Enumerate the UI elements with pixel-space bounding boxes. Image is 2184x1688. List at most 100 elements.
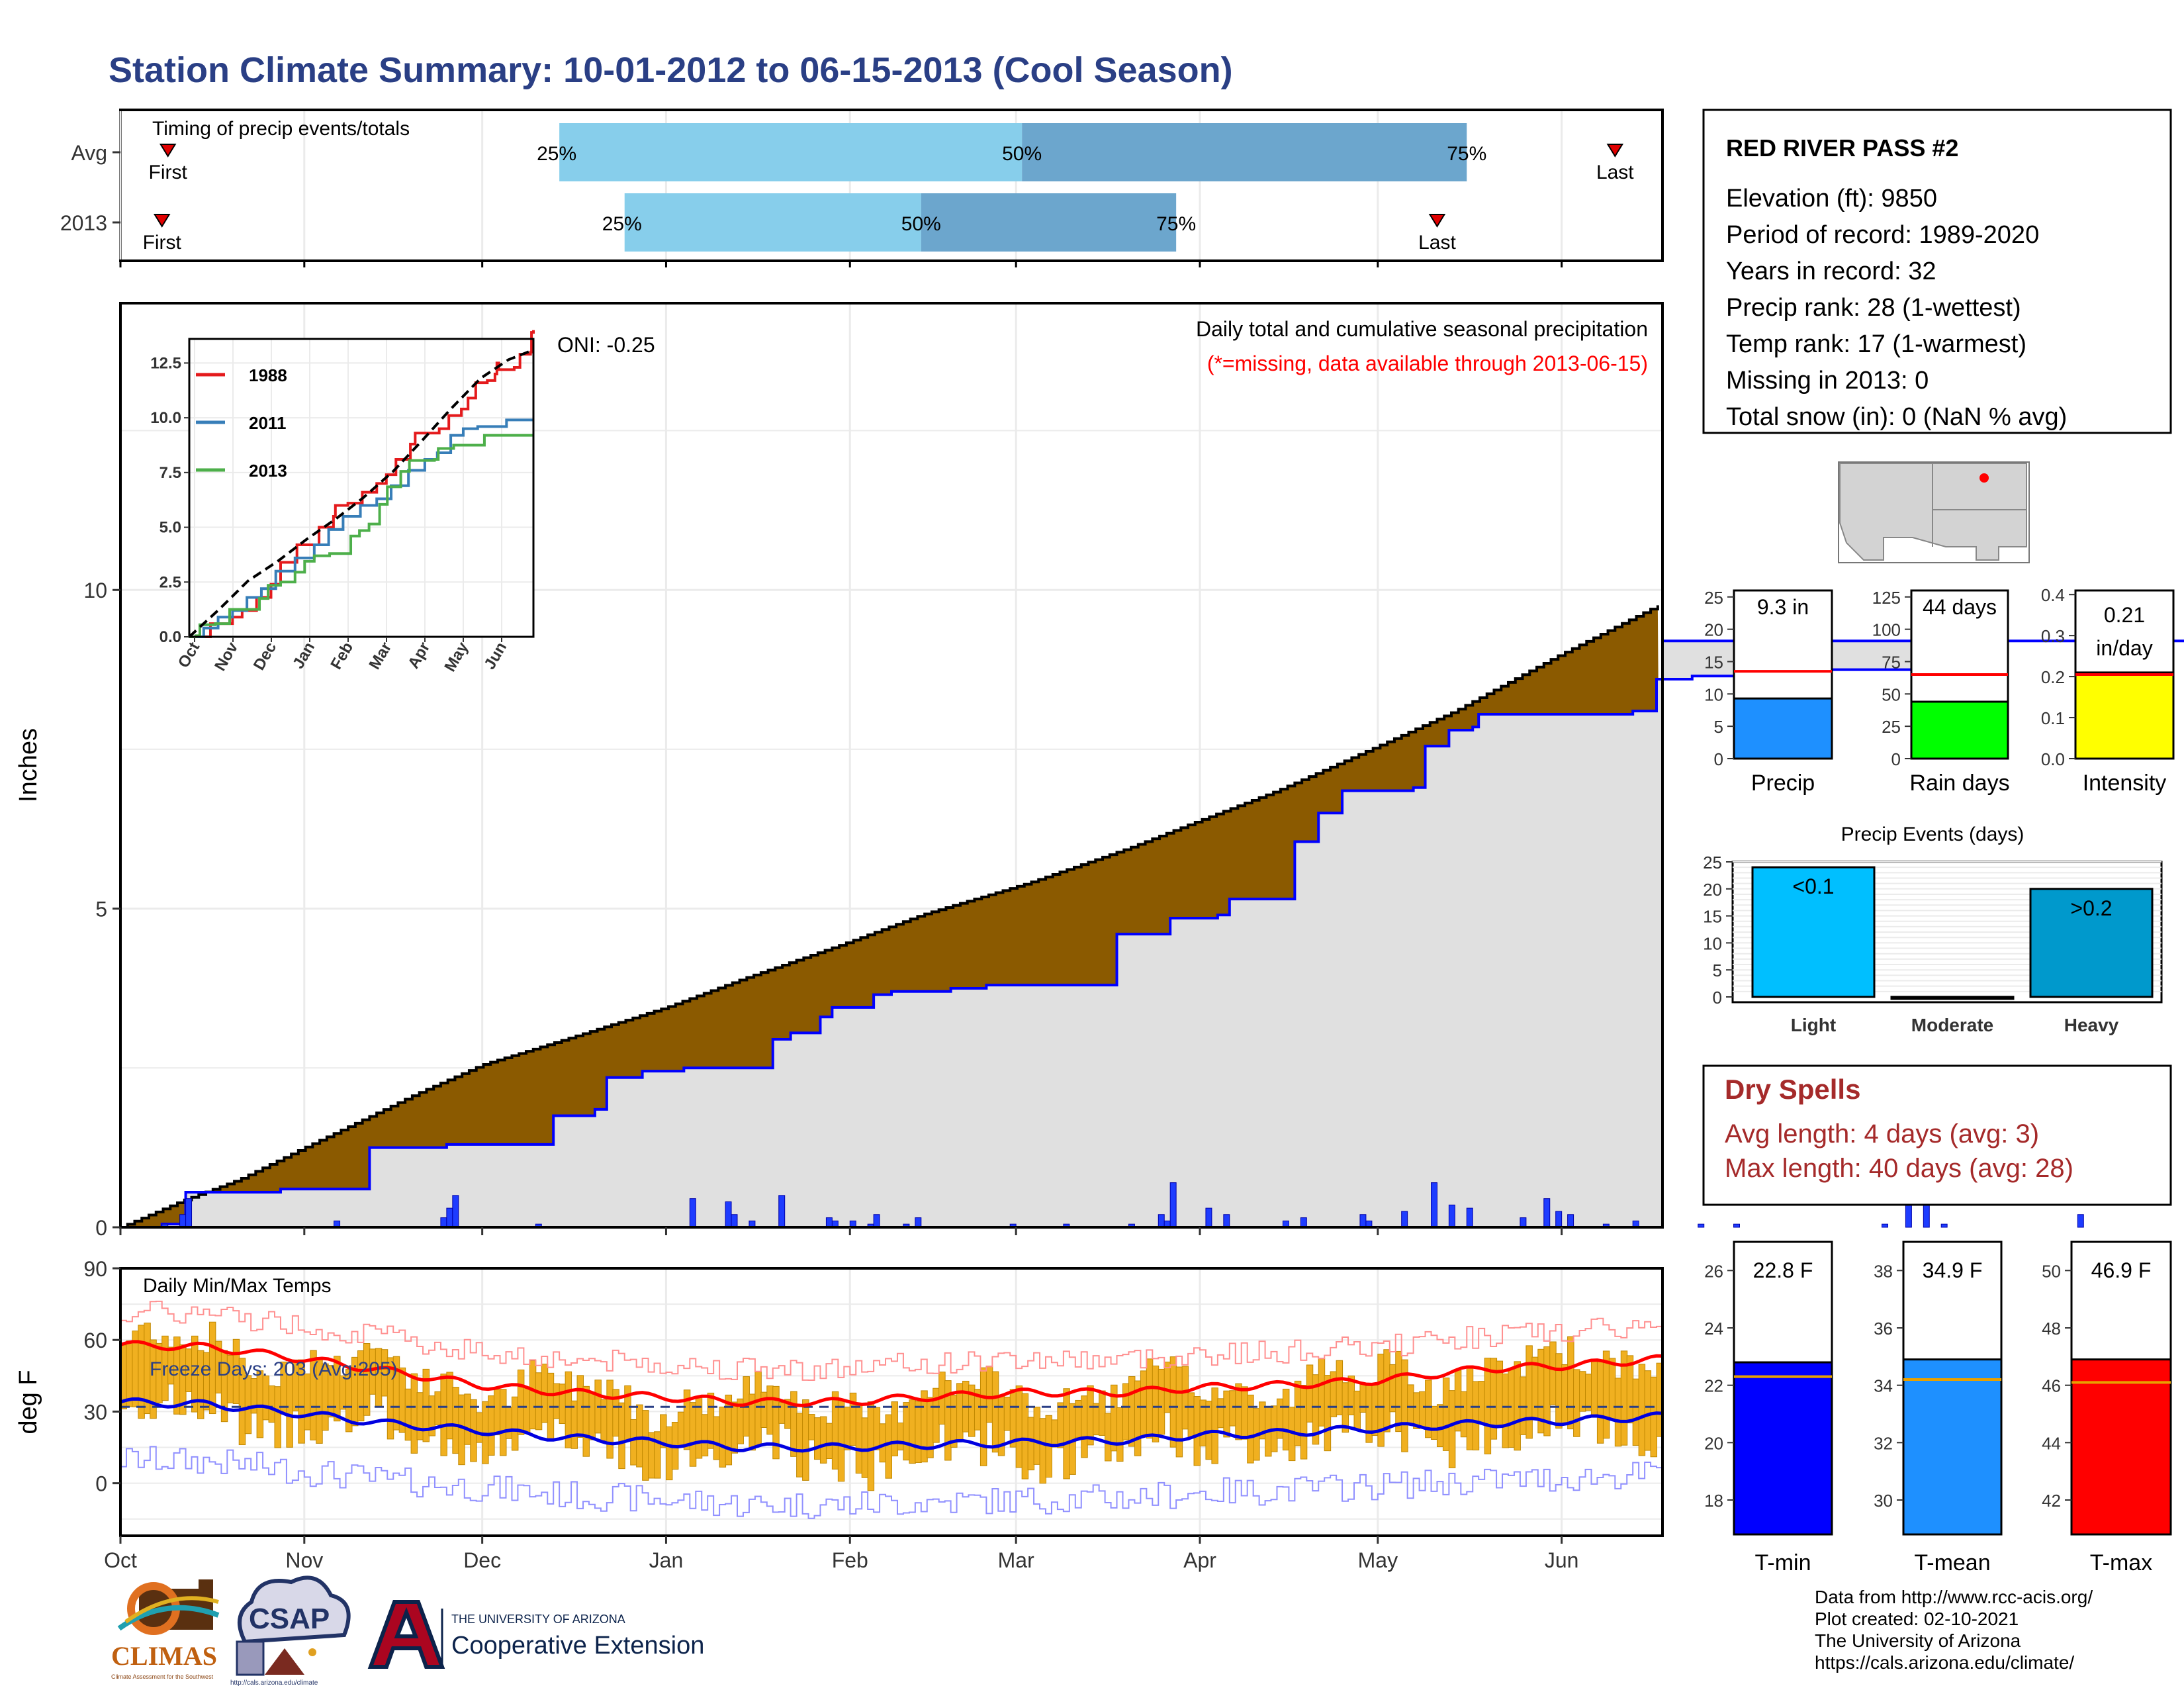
- missing-note: (*=missing, data available through 2013-…: [1207, 352, 1648, 375]
- timing-bar-50-75: [921, 193, 1177, 252]
- daily-temp-bar: [1644, 1370, 1652, 1451]
- daily-temp-bar: [416, 1392, 424, 1440]
- daily-temp-bar: [244, 1375, 252, 1434]
- summary-bar-ytick: 0.2: [2041, 667, 2065, 687]
- temp-bar-ytick: 30: [1874, 1491, 1893, 1511]
- events-ytick: 0: [1713, 988, 1722, 1008]
- daily-temp-bar: [126, 1340, 133, 1407]
- avg-tmin-line: [120, 1397, 1663, 1453]
- locator-map: [1838, 461, 2030, 563]
- summary-bar-ytick: 0.0: [2041, 749, 2065, 769]
- station-info-line: Precip rank: 28 (1-wettest): [1726, 294, 2021, 322]
- daily-temp-bar: [517, 1369, 525, 1435]
- summary-bar-intensity: 0.0 0.1 0.2 0.3 0.4 0.21 in/day Intensity: [2041, 585, 2175, 796]
- timing-p75-label: 75%: [1447, 143, 1486, 165]
- temp-bar-fill: [1733, 1361, 1833, 1536]
- daily-temp-bar: [1502, 1374, 1510, 1448]
- daily-temp-bar: [600, 1399, 608, 1441]
- daily-temp-bar: [1318, 1358, 1326, 1427]
- daily-temp-bar: [1419, 1391, 1426, 1429]
- daily-temp-bar: [1383, 1349, 1390, 1432]
- daily-temp-bar: [511, 1396, 519, 1451]
- daily-precip-bar: [1567, 1214, 1574, 1228]
- daily-temp-bar: [1015, 1385, 1023, 1468]
- daily-temp-bar: [606, 1380, 614, 1459]
- daily-temp-bar: [1531, 1356, 1539, 1420]
- ua-small-text: THE UNIVERSITY OF ARIZONA: [451, 1613, 625, 1626]
- temps-ytick: 30: [83, 1400, 107, 1424]
- daily-temp-bar: [642, 1410, 649, 1481]
- inset-ytick: 10.0: [150, 409, 181, 427]
- summary-bar-name: Precip: [1751, 771, 1815, 796]
- daily-temp-bar: [1371, 1385, 1379, 1436]
- daily-temp-bar: [1217, 1398, 1224, 1429]
- timing-panel: Timing of precip events/totals Avg 25% 50%…: [60, 109, 1664, 267]
- temp-bar-ytick: 20: [1704, 1433, 1723, 1453]
- daily-temp-bar: [1466, 1366, 1474, 1450]
- inset-legend-label: 2013: [249, 461, 287, 481]
- station-info-line: Elevation (ft): 9850: [1726, 185, 1937, 212]
- daily-temp-bar: [1146, 1358, 1154, 1439]
- avg-cumulative-line: [120, 605, 1659, 1229]
- daily-temp-bar: [1081, 1395, 1088, 1458]
- summary-bar-ytick: 5: [1714, 717, 1723, 737]
- daily-temp-bar: [618, 1402, 625, 1470]
- daily-temp-bar: [1063, 1388, 1070, 1479]
- daily-precip-bar: [185, 1198, 193, 1228]
- daily-temp-bar: [494, 1389, 501, 1436]
- daily-temp-bar: [1555, 1353, 1563, 1429]
- station-info-line: Years in record: 32: [1726, 258, 1936, 285]
- daily-temp-bar: [488, 1395, 495, 1456]
- events-ytick: 25: [1703, 853, 1722, 872]
- temp-bar-ytick: 44: [2042, 1433, 2061, 1453]
- daily-precip-bar: [915, 1217, 922, 1228]
- daily-temp-bar: [636, 1404, 643, 1468]
- summary-bar-ytick: 0.1: [2041, 708, 2065, 728]
- record-max-line: [120, 1300, 1662, 1382]
- oni-label: ONI: -0.25: [557, 333, 655, 357]
- climas-subtext: Climate Assessment for the Southwest: [111, 1673, 214, 1680]
- daily-temp-bar: [1187, 1392, 1195, 1439]
- daily-precip-bar: [1300, 1217, 1307, 1228]
- station-info: RED RIVER PASS #2 Elevation (ft): 9850 Pe…: [1702, 109, 2172, 434]
- daily-temp-bar: [1140, 1370, 1148, 1437]
- summary-bar-name: Rain days: [1909, 771, 2009, 796]
- daily-precip-bar: [1169, 1182, 1177, 1228]
- dry-spells-avg: Avg length: 4 days (avg: 3): [1725, 1119, 2039, 1149]
- temp-bar-name: T-max: [2090, 1550, 2152, 1575]
- events-bar-heavy: [2029, 888, 2154, 998]
- daily-temp-bar: [458, 1394, 465, 1466]
- footer-credits: Data from http://www.rcc-acis.org/Plot c…: [1815, 1587, 2093, 1673]
- dry-spells-title: Dry Spells: [1725, 1074, 1860, 1105]
- daily-temp-bar: [701, 1414, 709, 1457]
- timing-first-label: First: [143, 232, 182, 254]
- events-ytick: 20: [1703, 880, 1722, 900]
- temp-bar-value: 22.8 F: [1753, 1258, 1813, 1282]
- daily-temp-bar: [825, 1423, 833, 1460]
- ua-logo: THE UNIVERSITY OF ARIZONA Cooperative Ex…: [367, 1600, 704, 1669]
- timing-bar-25-50: [559, 123, 1023, 181]
- summary-bar-ytick: 125: [1872, 588, 1901, 608]
- daily-temp-bar: [1163, 1362, 1171, 1413]
- daily-temp-bar: [766, 1385, 774, 1435]
- daily-temp-bar: [1395, 1350, 1402, 1432]
- inset-legend-label: 2011: [249, 413, 286, 433]
- daily-temp-bar: [1116, 1407, 1124, 1462]
- daily-temp-bar: [340, 1375, 347, 1410]
- station-info-line: Total snow (in): 0 (NaN % avg): [1726, 403, 2067, 431]
- summary-bar-value: 44 days: [1923, 595, 1997, 619]
- events-category: Light: [1791, 1015, 1836, 1035]
- timing-row: 2013 25% 50% 75% First Last: [60, 193, 1456, 254]
- summary-bar-ytick: 10: [1704, 684, 1723, 704]
- daily-temp-bar: [933, 1387, 940, 1443]
- summary-bar-ytick: 25: [1882, 717, 1901, 737]
- timing-bar-25-50: [624, 193, 921, 252]
- precip-ytick: 0: [95, 1216, 107, 1240]
- daily-temp-bar: [1193, 1396, 1201, 1466]
- daily-precip-bar: [452, 1195, 459, 1228]
- timing-bar-50-75: [1022, 123, 1467, 181]
- events-ytick: 15: [1703, 907, 1722, 927]
- daily-temp-bar: [689, 1402, 697, 1467]
- inset-ytick: 5.0: [159, 519, 181, 537]
- daily-temp-bar: [1520, 1376, 1527, 1435]
